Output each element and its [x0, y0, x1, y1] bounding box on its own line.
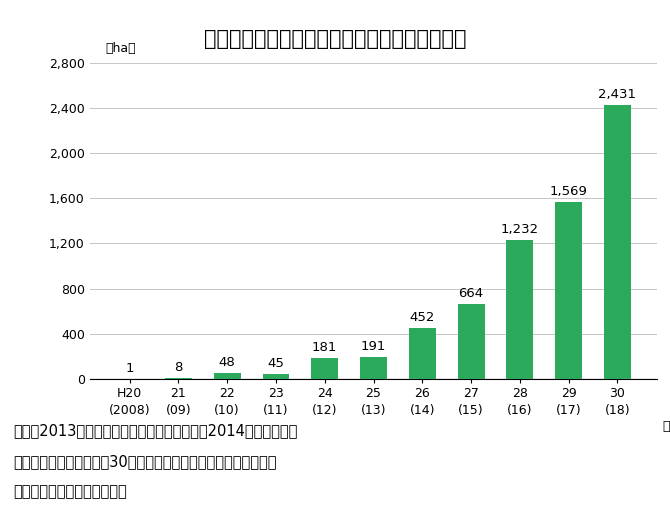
Text: 48: 48: [219, 356, 236, 369]
Text: 2,431: 2,431: [598, 88, 636, 101]
Bar: [604, 105, 631, 379]
Bar: [312, 358, 338, 379]
Bar: [458, 304, 484, 379]
Bar: [555, 202, 582, 379]
Text: 1,569: 1,569: [549, 185, 588, 198]
Text: 45: 45: [267, 357, 284, 370]
Text: （年度）: （年度）: [662, 420, 670, 433]
Text: 181: 181: [312, 341, 338, 355]
Bar: [360, 357, 387, 379]
Text: 農林水産省「平成30年度　国有林野の管理経営に関する基: 農林水産省「平成30年度 国有林野の管理経営に関する基: [13, 454, 277, 469]
Text: 191: 191: [361, 340, 386, 353]
Text: 国有林野におけるコンテナ苗の植栽面積の推移: 国有林野におけるコンテナ苗の植栽面積の推移: [204, 29, 466, 49]
Text: 664: 664: [458, 287, 484, 300]
Text: 1: 1: [125, 362, 134, 375]
Text: 資料：2013年度までは、林野庁業務課調べ。2014年度以降は、: 資料：2013年度までは、林野庁業務課調べ。2014年度以降は、: [13, 423, 297, 439]
Text: 1,232: 1,232: [500, 223, 539, 236]
Bar: [263, 373, 289, 379]
Bar: [214, 373, 241, 379]
Bar: [507, 240, 533, 379]
Text: 本計画の実施状況」。: 本計画の実施状況」。: [13, 484, 127, 500]
Text: 8: 8: [174, 361, 182, 374]
Bar: [409, 328, 436, 379]
Text: （ha）: （ha）: [105, 42, 136, 55]
Text: 452: 452: [409, 311, 435, 324]
Bar: [165, 378, 192, 379]
